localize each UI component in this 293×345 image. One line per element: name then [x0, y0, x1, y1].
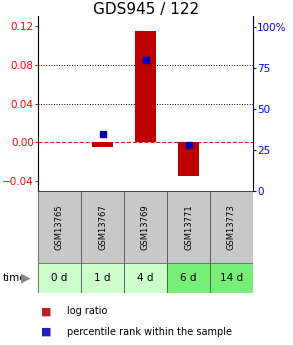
Text: 6 d: 6 d: [180, 273, 197, 283]
Text: ■: ■: [41, 327, 52, 337]
Text: ▶: ▶: [21, 272, 31, 285]
Text: 1 d: 1 d: [94, 273, 111, 283]
Text: 14 d: 14 d: [220, 273, 243, 283]
Text: percentile rank within the sample: percentile rank within the sample: [67, 327, 232, 337]
Text: ■: ■: [41, 306, 52, 316]
Text: 4 d: 4 d: [137, 273, 154, 283]
Bar: [38, 263, 81, 293]
Text: 0 d: 0 d: [51, 273, 68, 283]
Point: [143, 57, 148, 63]
Point: [100, 131, 105, 137]
Text: GSM13773: GSM13773: [227, 204, 236, 250]
Bar: [167, 263, 210, 293]
Bar: [178, 142, 199, 176]
Bar: [124, 263, 167, 293]
Text: GSM13771: GSM13771: [184, 204, 193, 250]
Bar: [167, 191, 210, 263]
Bar: [92, 142, 113, 147]
Bar: [81, 191, 124, 263]
Bar: [81, 263, 124, 293]
Text: time: time: [3, 273, 27, 283]
Point: [186, 142, 191, 148]
Text: GSM13769: GSM13769: [141, 204, 150, 250]
Text: log ratio: log ratio: [67, 306, 108, 316]
Bar: [124, 191, 167, 263]
Bar: [38, 191, 81, 263]
Text: GDS945 / 122: GDS945 / 122: [93, 2, 200, 17]
Bar: [135, 31, 156, 142]
Text: GSM13765: GSM13765: [55, 204, 64, 250]
Bar: [210, 191, 253, 263]
Text: GSM13767: GSM13767: [98, 204, 107, 250]
Bar: [210, 263, 253, 293]
